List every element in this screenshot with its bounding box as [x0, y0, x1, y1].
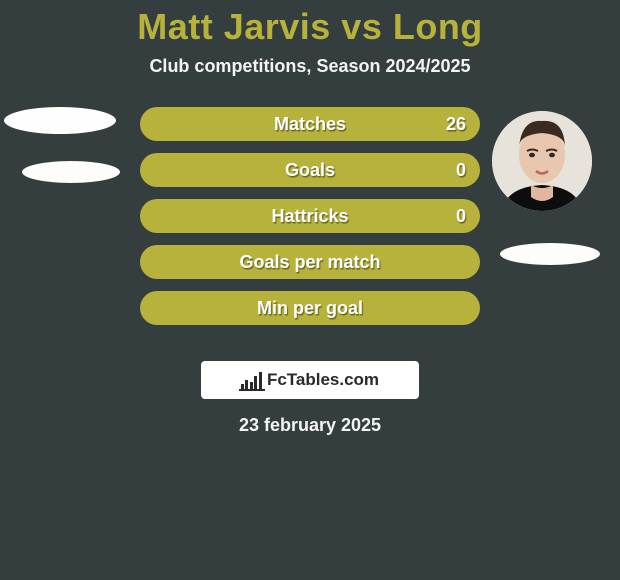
brand-text: FcTables.com	[267, 370, 379, 390]
player-right-shadow-placeholder	[500, 243, 600, 265]
stat-row: Goals per match	[140, 245, 480, 279]
stat-row: Matches26	[140, 107, 480, 141]
stat-bar-label: Matches	[140, 107, 480, 141]
stat-row: Goals0	[140, 153, 480, 187]
bar-chart-icon	[241, 369, 263, 391]
player-right-avatar-svg	[492, 111, 592, 211]
player-right-column	[490, 107, 620, 347]
stat-bar-value-right: 0	[456, 199, 466, 233]
stat-bar-label: Min per goal	[140, 291, 480, 325]
player-left-shadow-placeholder	[22, 161, 120, 183]
stats-area: Matches26Goals0Hattricks0Goals per match…	[0, 107, 620, 347]
stat-bar-value-right: 26	[446, 107, 466, 141]
stat-bar-label: Goals per match	[140, 245, 480, 279]
stat-bar-value-right: 0	[456, 153, 466, 187]
player-left-avatar-placeholder	[4, 107, 116, 134]
player-left-column	[0, 107, 130, 347]
page-title: Matt Jarvis vs Long	[0, 0, 620, 48]
subtitle: Club competitions, Season 2024/2025	[0, 56, 620, 77]
stat-row: Min per goal	[140, 291, 480, 325]
stat-bar-label: Hattricks	[140, 199, 480, 233]
brand-badge: FcTables.com	[201, 361, 419, 399]
stat-bars: Matches26Goals0Hattricks0Goals per match…	[140, 107, 480, 337]
date-line: 23 february 2025	[0, 415, 620, 436]
infographic-root: Matt Jarvis vs Long Club competitions, S…	[0, 0, 620, 580]
stat-bar-label: Goals	[140, 153, 480, 187]
player-right-avatar	[492, 111, 592, 211]
stat-row: Hattricks0	[140, 199, 480, 233]
